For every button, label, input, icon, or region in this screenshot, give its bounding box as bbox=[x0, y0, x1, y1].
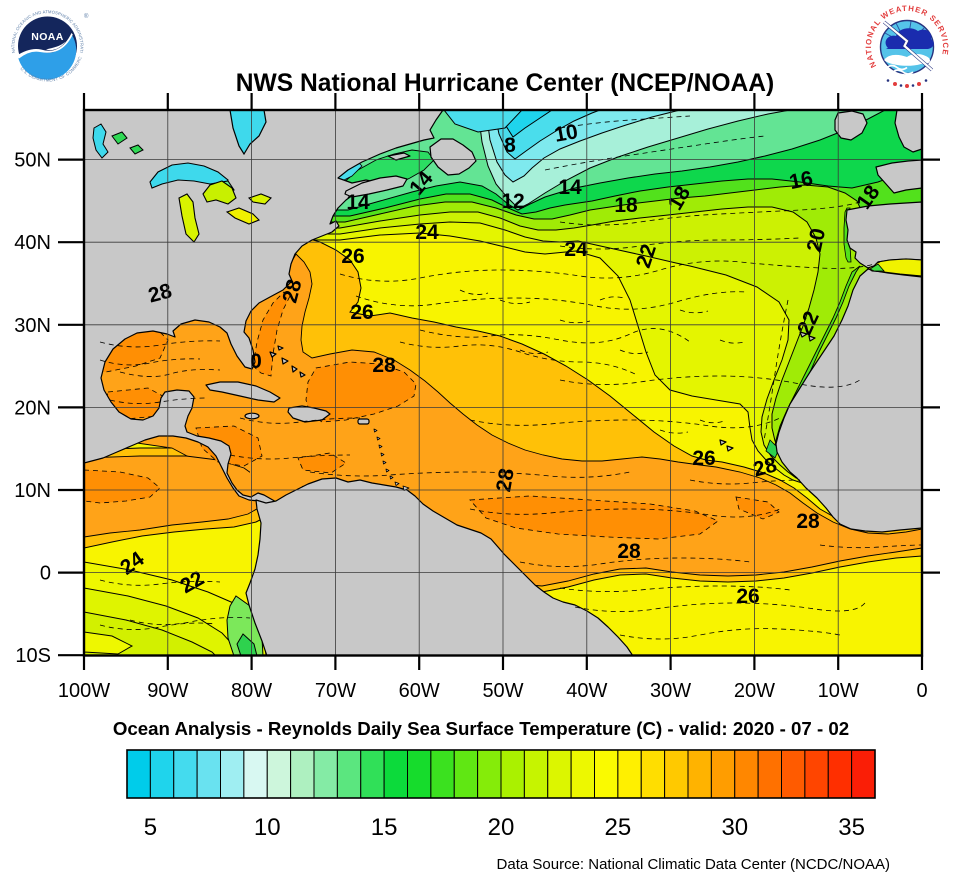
svg-text:40W: 40W bbox=[566, 680, 607, 702]
svg-text:®: ® bbox=[84, 13, 89, 20]
svg-text:NWS National Hurricane Center: NWS National Hurricane Center (NCEP/NOAA… bbox=[236, 70, 774, 97]
svg-text:10N: 10N bbox=[14, 480, 51, 502]
svg-text:60W: 60W bbox=[399, 680, 440, 702]
svg-text:0: 0 bbox=[40, 563, 51, 585]
svg-text:30: 30 bbox=[721, 814, 748, 841]
svg-text:35: 35 bbox=[838, 814, 865, 841]
svg-text:10W: 10W bbox=[818, 680, 859, 702]
svg-text:20N: 20N bbox=[14, 397, 51, 419]
svg-text:Ocean Analysis - Reynolds Dail: Ocean Analysis - Reynolds Daily Sea Surf… bbox=[113, 718, 849, 739]
svg-text:10: 10 bbox=[254, 814, 281, 841]
svg-text:30W: 30W bbox=[650, 680, 691, 702]
svg-text:25: 25 bbox=[605, 814, 632, 841]
svg-text:70W: 70W bbox=[315, 680, 356, 702]
svg-text:14: 14 bbox=[346, 191, 370, 214]
svg-text:26: 26 bbox=[341, 245, 364, 268]
svg-text:Data Source: National Climatic: Data Source: National Climatic Data Cent… bbox=[497, 856, 890, 873]
svg-text:24: 24 bbox=[564, 238, 588, 261]
svg-text:30N: 30N bbox=[14, 315, 51, 337]
svg-text:28: 28 bbox=[796, 510, 820, 533]
svg-text:26: 26 bbox=[692, 447, 715, 470]
svg-text:50W: 50W bbox=[482, 680, 523, 702]
svg-text:10S: 10S bbox=[15, 645, 51, 667]
svg-text:80W: 80W bbox=[231, 680, 272, 702]
svg-text:28: 28 bbox=[372, 354, 396, 377]
svg-text:0: 0 bbox=[916, 680, 927, 702]
svg-text:8: 8 bbox=[504, 134, 516, 157]
svg-text:40N: 40N bbox=[14, 232, 51, 254]
svg-text:100W: 100W bbox=[58, 680, 110, 702]
svg-text:28: 28 bbox=[492, 466, 519, 493]
svg-text:18: 18 bbox=[614, 194, 638, 217]
svg-text:NOAA: NOAA bbox=[31, 31, 64, 43]
svg-text:14: 14 bbox=[558, 176, 582, 199]
svg-text:15: 15 bbox=[371, 814, 398, 841]
svg-text:28: 28 bbox=[617, 540, 641, 563]
svg-text:20: 20 bbox=[488, 814, 515, 841]
svg-text:90W: 90W bbox=[147, 680, 188, 702]
svg-text:26: 26 bbox=[350, 301, 373, 324]
svg-text:26: 26 bbox=[736, 585, 759, 608]
svg-text:5: 5 bbox=[144, 814, 157, 841]
svg-text:16: 16 bbox=[787, 167, 815, 194]
svg-text:0: 0 bbox=[250, 350, 262, 373]
svg-text:20W: 20W bbox=[734, 680, 775, 702]
svg-text:20: 20 bbox=[803, 226, 830, 254]
svg-text:10: 10 bbox=[553, 120, 580, 147]
svg-text:50N: 50N bbox=[14, 150, 51, 172]
svg-text:12: 12 bbox=[501, 190, 524, 213]
svg-text:24: 24 bbox=[415, 221, 439, 244]
